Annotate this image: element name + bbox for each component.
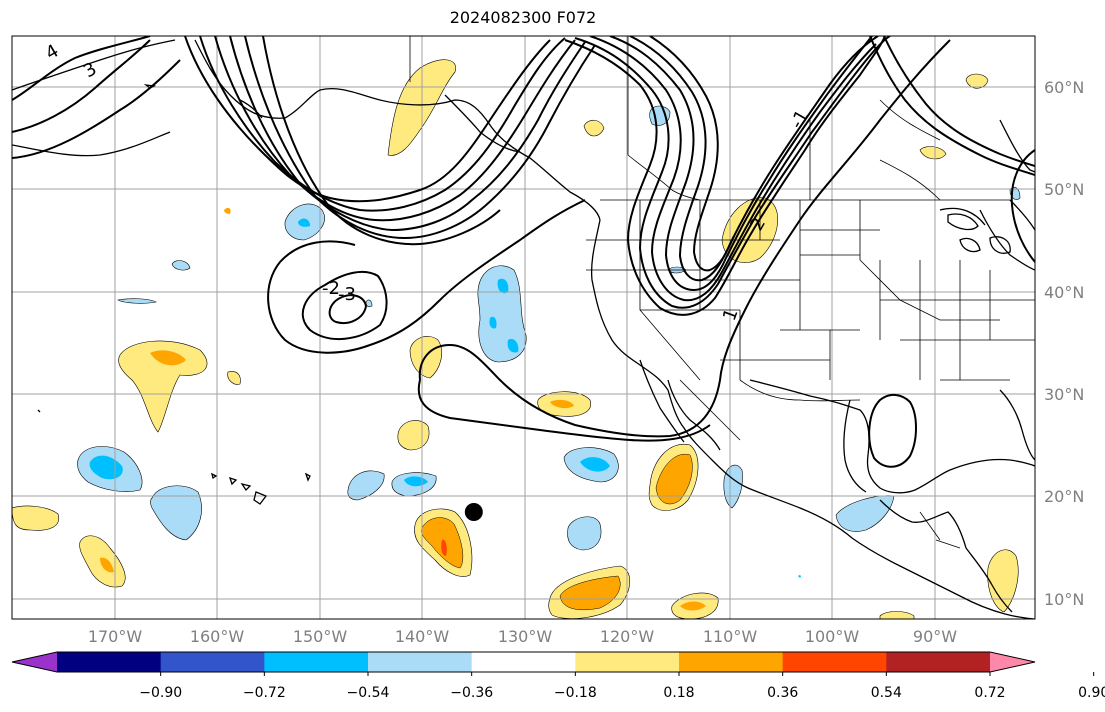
colorbar-tick-label: 0.18	[663, 685, 694, 701]
lat-label: 60°N	[1044, 78, 1084, 97]
lon-label: 100°W	[805, 627, 860, 646]
contour-label: -3	[338, 284, 356, 305]
lat-label: 20°N	[1044, 487, 1084, 506]
colorbar-tick-label: 0.90	[1078, 685, 1105, 701]
storm-position-marker	[464, 503, 483, 521]
colorbar-extend-max	[990, 652, 1035, 672]
colorbar-segment	[264, 652, 369, 672]
lat-label: 10°N	[1044, 590, 1084, 609]
colorbar	[11, 651, 1095, 676]
colorbar-segment	[782, 652, 887, 672]
colorbar-segment	[575, 652, 680, 672]
map-frame	[11, 35, 1036, 620]
colorbar-extend-min	[12, 652, 57, 672]
lon-label: 110°W	[703, 627, 758, 646]
contour-label: -2	[322, 278, 340, 299]
colorbar-tick-label: −0.54	[347, 685, 390, 701]
lon-label: 150°W	[293, 627, 348, 646]
colorbar-segment	[57, 652, 162, 672]
anomaly-contours	[12, 36, 1035, 468]
colorbar-segment	[679, 652, 784, 672]
lat-label: 40°N	[1044, 283, 1084, 302]
colorbar-tick-label: −0.90	[139, 685, 182, 701]
colorbar-tick-label: −0.18	[554, 685, 597, 701]
colorbar-tick-labels: −0.90 −0.72 −0.54 −0.36 −0.18 0.18 0.36 0.54 0.7…	[139, 685, 1105, 701]
longitude-labels: 170°W 160°W 150°W 140°W 130°W 120°W 110°…	[88, 627, 957, 646]
colorbar-tick-label: −0.72	[243, 685, 286, 701]
map-title: 2024082300 F072	[449, 8, 597, 27]
colorbar-segment	[368, 652, 473, 672]
gridlines	[12, 36, 1035, 619]
lon-label: 170°W	[88, 627, 143, 646]
colorbar-segment	[471, 652, 576, 672]
lon-label: 140°W	[395, 627, 450, 646]
colorbar-outline	[11, 651, 1036, 673]
positive-anomaly-fill	[12, 59, 1019, 619]
lat-label: 50°N	[1044, 180, 1084, 199]
colorbar-tick-label: 0.36	[767, 685, 798, 701]
lon-label: 90°W	[913, 627, 957, 646]
lon-label: 160°W	[190, 627, 245, 646]
latitude-labels: 60°N 50°N 40°N 30°N 20°N 10°N	[1044, 78, 1084, 609]
colorbar-segment	[886, 652, 991, 672]
colorbar-segment	[160, 652, 265, 672]
lat-label: 30°N	[1044, 385, 1084, 404]
colorbar-tick-label: −0.36	[450, 685, 493, 701]
lon-label: 120°W	[600, 627, 655, 646]
lon-label: 130°W	[498, 627, 553, 646]
colorbar-tick-label: 0.72	[974, 685, 1005, 701]
colorbar-tick-label: 0.54	[871, 685, 902, 701]
coastlines	[12, 39, 1035, 619]
negative-anomaly-fill	[77, 105, 1021, 578]
